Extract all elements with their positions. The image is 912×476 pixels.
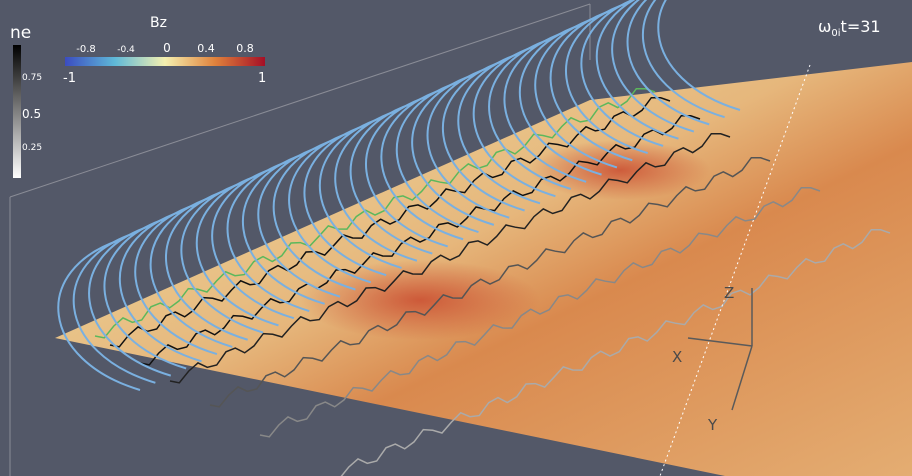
bz-colorbar (65, 57, 265, 66)
hot-region (530, 140, 710, 200)
field-line (57, 239, 141, 391)
axis-z: Z (724, 284, 734, 302)
field-line (334, 109, 418, 262)
time-label: ω0it=31 (818, 17, 881, 39)
field-line (303, 124, 387, 277)
bz-tick: 0.8 (236, 42, 254, 55)
ne-colorbar (13, 45, 21, 178)
field-line (411, 73, 495, 226)
field-line (149, 195, 233, 348)
axis-y: Y (707, 416, 718, 434)
field-line (165, 188, 248, 341)
field-line (426, 66, 510, 219)
field-line (380, 88, 464, 241)
field-line (641, 0, 725, 119)
bz-max: 1 (258, 71, 266, 86)
field-line (226, 160, 310, 312)
bz-tick: -0.4 (117, 45, 135, 55)
field-line (565, 2, 648, 155)
field-line (241, 152, 325, 305)
field-line (272, 138, 356, 291)
field-line (349, 102, 433, 255)
field-line (657, 0, 741, 111)
axes-triad (687, 288, 753, 411)
field-line (318, 117, 402, 269)
field-line (626, 0, 710, 126)
field-line (211, 167, 295, 320)
bz-min: -1 (63, 71, 76, 86)
ne-tick: 0.5 (22, 107, 41, 121)
ne-tick: 0.25 (22, 143, 42, 153)
field-line (134, 203, 218, 356)
contours-and-fieldlines (57, 0, 891, 476)
bz-title: Bz (150, 15, 167, 31)
contour (94, 87, 656, 339)
contour (209, 156, 771, 408)
field-line (365, 95, 448, 248)
axis-x: X (672, 348, 682, 366)
ne-title: ne (10, 23, 31, 43)
field-line (180, 181, 264, 334)
field-line (518, 23, 602, 176)
contour (259, 186, 821, 438)
field-line (472, 45, 556, 198)
field-line (195, 174, 279, 327)
bz-tick: 0 (163, 41, 171, 55)
field-line (503, 30, 587, 183)
field-line (441, 59, 525, 212)
contour (340, 228, 891, 476)
field-line (257, 145, 341, 298)
field-line (103, 217, 187, 370)
contour (169, 132, 731, 384)
field-line (72, 231, 156, 384)
field-line (288, 131, 372, 284)
field-line (118, 210, 202, 363)
field-line (88, 224, 172, 377)
ne-tick: 0.75 (22, 73, 42, 83)
field-line (595, 0, 679, 140)
contour (139, 114, 701, 366)
field-line (395, 81, 479, 234)
field-line (534, 16, 618, 169)
field-line (611, 0, 695, 133)
bz-tick: 0.4 (197, 42, 215, 55)
field-line (580, 0, 664, 147)
field-line (457, 52, 541, 205)
field-line (488, 38, 572, 190)
bz-tick: -0.8 (76, 44, 96, 55)
field-line (549, 9, 633, 162)
